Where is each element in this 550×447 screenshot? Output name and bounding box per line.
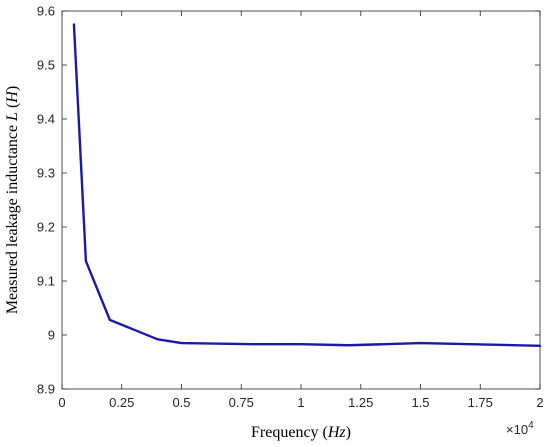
- plot-area: [61, 10, 541, 390]
- x-tick-label: 0.25: [109, 395, 134, 410]
- x-axis-label: Frequency (Hz): [251, 424, 351, 441]
- y-tick-label: 9: [48, 328, 55, 343]
- x-tick-label: 1.5: [411, 395, 429, 410]
- y-axis-label: Measured leakage inductance L (H): [4, 86, 21, 314]
- y-tick-label: 9.1: [37, 274, 55, 289]
- series-line: [72, 23, 542, 347]
- y-tick-label: 9.6: [37, 4, 55, 19]
- x-tick-label: 0: [58, 395, 65, 410]
- y-tick-label: 9.4: [37, 112, 55, 127]
- tick-labels: 0 0.25 0.5 0.75 1 1.25 1.5 1.75 2 8.9 9 9.1 9.2 9.3 9.…: [37, 4, 544, 411]
- y-tick-label: 9.3: [37, 166, 55, 181]
- x-axis-multiplier: ×104: [506, 420, 534, 437]
- y-tick-label: 9.5: [37, 58, 55, 73]
- series-layer: [72, 23, 542, 347]
- x-tick-label: 1.75: [468, 395, 493, 410]
- x-tick-label: 1: [297, 395, 304, 410]
- x-tick-label: 1.25: [348, 395, 373, 410]
- x-tick-label: 0.5: [172, 395, 190, 410]
- ticks: [61, 10, 541, 390]
- x-tick-label: 2: [536, 395, 543, 410]
- y-tick-label: 8.9: [37, 382, 55, 397]
- y-tick-label: 9.2: [37, 220, 55, 235]
- x-tick-label: 0.75: [229, 395, 254, 410]
